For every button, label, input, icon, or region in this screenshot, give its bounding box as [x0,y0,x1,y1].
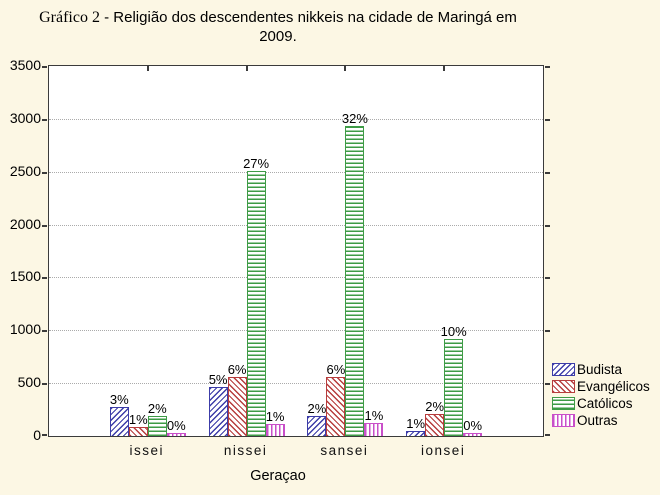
gridline-1000 [49,330,543,332]
axis-tick [545,330,550,333]
y-tick-label-3000: 3000 [9,109,41,126]
axis-tick [42,383,47,386]
chart-title-line1: - Religião dos descendentes nikkeis na c… [99,9,517,26]
bar-ionsei-evangélicos: 2% [425,399,445,436]
chart-title: Gráfico 2 - Religião dos descendentes ni… [0,8,556,46]
bar-issei-outras: 0% [166,419,186,436]
axis-tick [42,171,47,174]
bar-value-label: 1% [406,415,426,431]
gridline-500 [49,383,543,385]
axis-tick [545,66,550,68]
y-tick-label-2500: 2500 [9,162,41,179]
y-axis-tick-labels: 0 500 1000 1500 2000 2500 3000 3500 [0,57,41,443]
bar-ionsei-outras: 0% [463,418,483,436]
axis-tick [42,277,47,280]
legend-label: Católicos [577,396,633,411]
legend-item-outras: Outras [552,414,650,427]
legend-swatch-icon [552,397,575,410]
top-axis-tick [443,66,446,71]
axis-tick [545,224,550,227]
legend-label: Evangélicos [577,379,650,394]
chart-title-prefix: Gráfico 2 [39,9,100,26]
x-category-label-nissei: nissei [223,443,268,458]
plot-area: 3% 1% 2% 0% 5% 6% 27% 1% 2% 6% 32% 1% 1% 2% 10% 0% [42,65,550,437]
bar-value-label: 1% [128,411,148,427]
x-category-label-ionsei: ionsei [421,443,466,458]
y-tick-label-1500: 1500 [9,268,41,285]
bar-sansei-evangélicos: 6% [326,362,346,436]
x-axis-title: Geraçao [250,468,306,484]
bar-value-label: 0% [166,418,186,434]
axis-tick [42,66,47,68]
axis-tick [545,277,550,280]
bar-value-label: 32% [341,111,368,127]
gridline-2000 [49,224,543,226]
axis-tick [545,383,550,386]
y-tick-label-3500: 3500 [9,57,41,73]
gridline-2500 [49,171,543,173]
bar-value-label: 1% [364,408,384,424]
axis-tick [545,118,550,121]
bar-value-label: 6% [326,361,346,377]
y-tick-label-1000: 1000 [9,321,41,338]
legend-swatch-icon [552,380,575,393]
bar-value-label: 3% [109,392,129,408]
bar-value-label: 10% [440,324,467,340]
bar-value-label: 2% [147,400,167,416]
y-tick-label-500: 500 [17,374,41,391]
bar-value-label: 0% [463,417,483,433]
bar-sansei-católicos: 32% [342,112,368,436]
legend-item-evangélicos: Evangélicos [552,380,650,393]
bar-issei-budista: 3% [109,393,129,436]
bar-value-label: 2% [425,398,445,414]
gridline-3000 [49,118,543,120]
bar-ionsei-católicos: 10% [441,325,467,436]
axis-tick [545,171,550,174]
legend-swatch-icon [552,363,575,376]
y-tick-label-2000: 2000 [9,215,41,232]
bar-value-label: 1% [265,409,285,425]
bar-group-issei: 3% 1% 2% 0% [109,393,186,436]
chart-title-line2: 2009. [259,28,297,45]
axis-tick [42,330,47,333]
bar-value-label: 27% [243,156,270,172]
gridline-1500 [49,277,543,279]
x-category-label-sansei: sansei [320,443,369,458]
axis-tick [42,434,47,436]
legend-item-católicos: Católicos [552,397,650,410]
bar-issei-evangélicos: 1% [128,412,148,436]
top-axis-tick [146,66,149,71]
top-axis-tick [245,66,248,71]
bar-group-sansei: 2% 6% 32% 1% [307,112,384,436]
bar-value-label: 6% [227,362,247,378]
bar-value-label: 5% [208,371,228,387]
bar-nissei-católicos: 27% [243,157,269,436]
axis-tick [42,224,47,227]
bar-nissei-outras: 1% [265,410,285,436]
axis-tick [545,434,550,436]
bar-sansei-budista: 2% [307,401,327,436]
legend-item-budista: Budista [552,363,650,376]
bar-issei-católicos: 2% [147,401,167,436]
legend-swatch-icon [552,414,575,427]
bar-value-label: 2% [307,400,327,416]
bar-nissei-evangélicos: 6% [227,363,247,436]
legend-label: Budista [577,362,623,377]
legend: Budista Evangélicos Católicos Outras [552,363,650,427]
axis-tick [42,118,47,121]
bar-nissei-budista: 5% [208,372,228,436]
top-axis-tick [344,66,347,71]
legend-label: Outras [577,413,618,428]
x-category-label-issei: issei [129,443,165,458]
bar-sansei-outras: 1% [364,409,384,436]
y-tick-label-0: 0 [33,427,41,443]
bar-ionsei-budista: 1% [406,416,426,436]
bar-group-ionsei: 1% 2% 10% 0% [406,325,483,436]
bar-group-nissei: 5% 6% 27% 1% [208,157,285,436]
